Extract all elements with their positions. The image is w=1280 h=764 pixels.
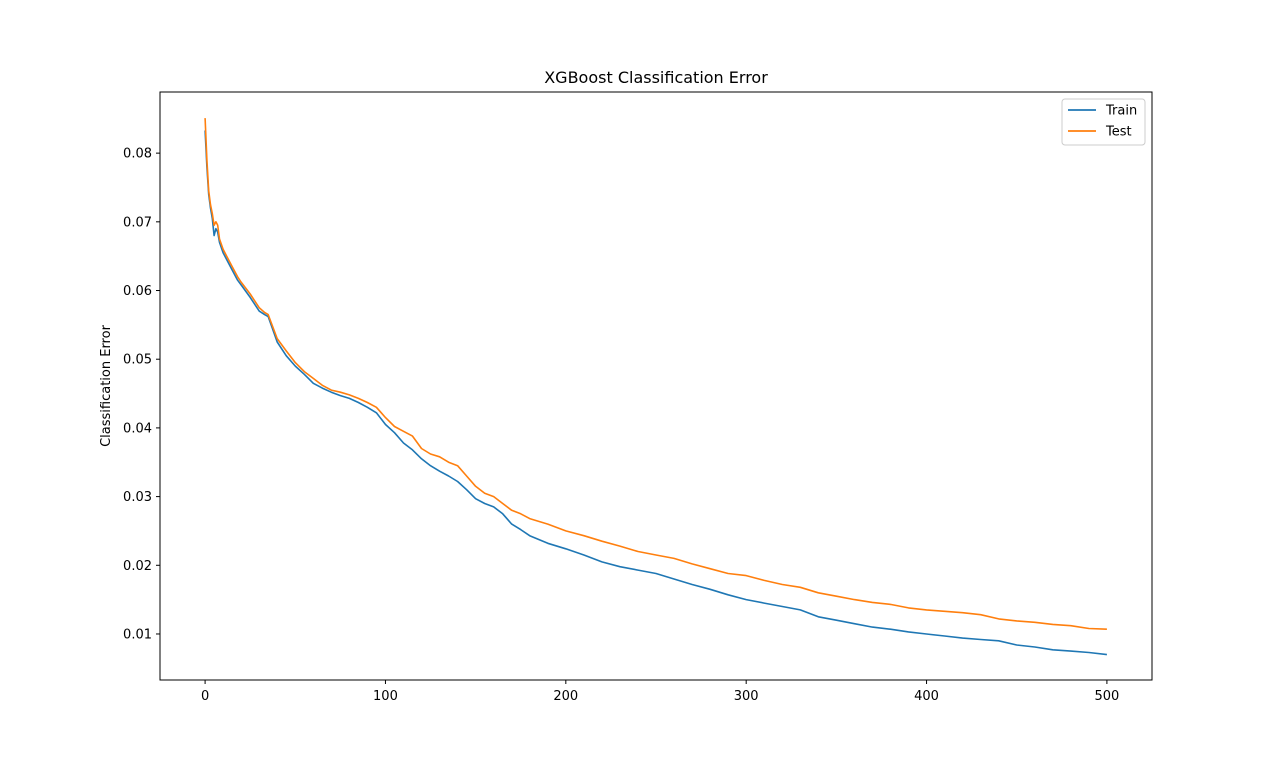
y-axis-label: Classification Error: [99, 324, 114, 446]
y-tick-label: 0.07: [123, 215, 152, 230]
y-tick-label: 0.01: [123, 627, 152, 642]
plot-frame: [159, 91, 1153, 681]
y-tick-label: 0.05: [123, 353, 152, 368]
y-tick-label: 0.08: [123, 147, 152, 162]
x-tick-label: 200: [553, 689, 578, 704]
x-tick-label: 0: [201, 689, 209, 704]
y-tick-label: 0.02: [123, 559, 152, 574]
y-tick-label: 0.04: [123, 421, 152, 436]
series-line-test: [204, 118, 1107, 630]
series-layer: [204, 118, 1107, 656]
series-line-train: [204, 130, 1107, 656]
y-tick-label: 0.06: [123, 284, 152, 299]
x-tick-label: 300: [734, 689, 759, 704]
x-tick-label: 500: [1094, 689, 1119, 704]
x-tick-label: 400: [914, 689, 939, 704]
legend-label-train: Train: [1105, 104, 1137, 119]
legend-label-test: Test: [1105, 125, 1132, 140]
axes-layer: 0 100 200 300 400 500 0.01 0.02 0.03 0.04 0.05 0.06…: [123, 91, 1153, 704]
chart-title: XGBoost Classification Error: [544, 68, 768, 87]
y-tick-label: 0.03: [123, 490, 152, 505]
x-tick-label: 100: [373, 689, 398, 704]
legend: Train Test: [1061, 98, 1146, 146]
